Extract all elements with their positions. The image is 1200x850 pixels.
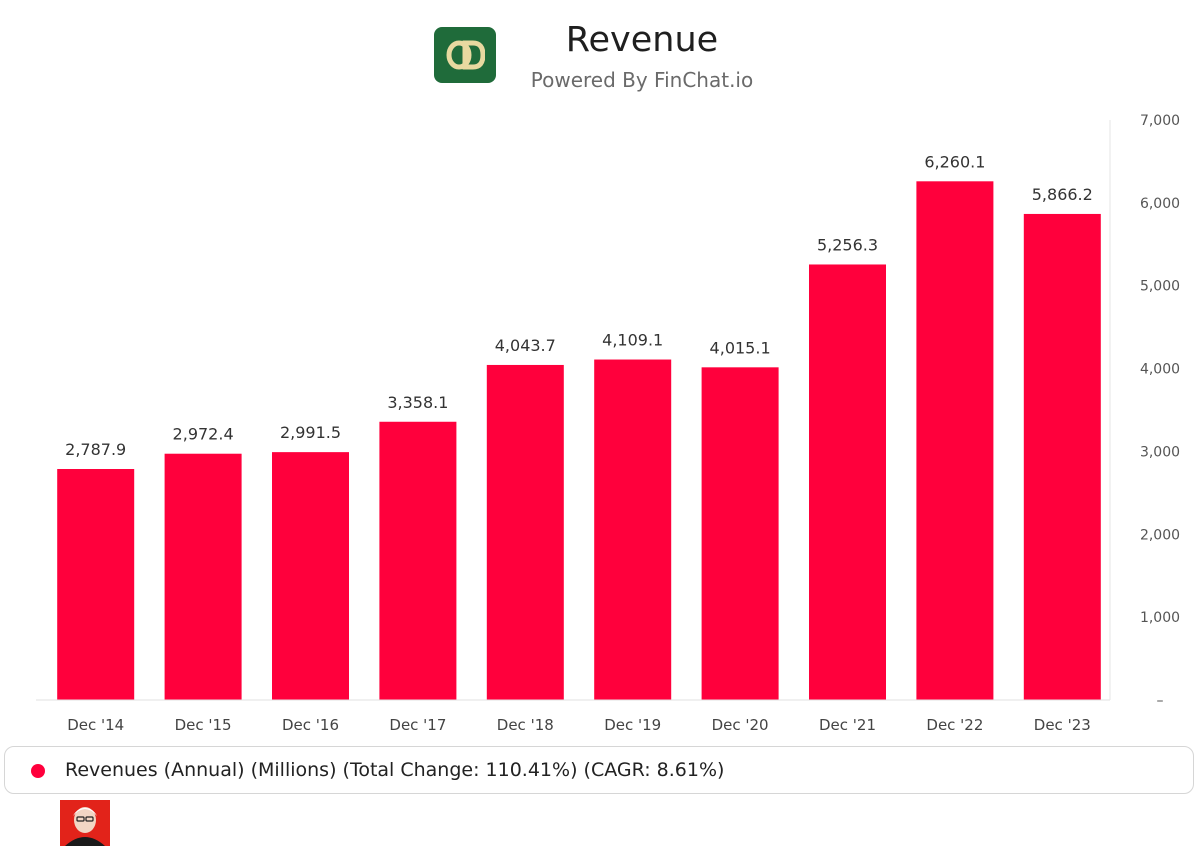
bar-value-label: 2,787.9 bbox=[65, 440, 126, 459]
bar-2[interactable] bbox=[272, 452, 349, 700]
chart-legend: Revenues (Annual) (Millions) (Total Chan… bbox=[4, 746, 1194, 794]
x-tick-label: Dec '21 bbox=[819, 716, 876, 734]
x-axis-tick-labels: Dec '14 Dec '15 Dec '16 Dec '17 Dec '18 Dec '… bbox=[67, 716, 1091, 734]
x-tick-label: Dec '15 bbox=[175, 716, 232, 734]
bar-value-label: 5,256.3 bbox=[817, 235, 878, 254]
y-tick-label: 7,000 bbox=[1140, 113, 1180, 129]
x-tick-label: Dec '23 bbox=[1034, 716, 1091, 734]
y-tick-label: 4,000 bbox=[1140, 362, 1180, 378]
bar-6[interactable] bbox=[701, 367, 779, 700]
bar-value-label: 2,991.5 bbox=[280, 423, 341, 442]
y-tick-label: 2,000 bbox=[1140, 527, 1180, 543]
y-tick-label: – bbox=[1157, 693, 1164, 709]
x-tick-label: Dec '20 bbox=[712, 716, 769, 734]
y-tick-label: 5,000 bbox=[1140, 279, 1180, 295]
x-tick-label: Dec '14 bbox=[67, 716, 124, 734]
bar-4[interactable] bbox=[486, 364, 564, 700]
bar-value-label: 5,866.2 bbox=[1032, 185, 1093, 204]
bar-3[interactable] bbox=[379, 421, 457, 700]
chart-header: Revenue Powered By FinChat.io bbox=[0, 0, 1200, 110]
bar-5[interactable] bbox=[594, 359, 672, 700]
bar-value-label: 4,109.1 bbox=[602, 331, 663, 350]
bar-0[interactable] bbox=[57, 469, 135, 700]
x-tick-label: Dec '22 bbox=[926, 716, 983, 734]
y-tick-label: 3,000 bbox=[1140, 444, 1180, 460]
chart-subtitle: Powered By FinChat.io bbox=[530, 68, 754, 92]
bar-series bbox=[57, 181, 1101, 701]
legend-swatch bbox=[31, 764, 45, 778]
x-tick-label: Dec '19 bbox=[604, 716, 661, 734]
bar-value-labels: 2,787.9 2,972.4 2,991.5 3,358.1 4,043.7 4,109… bbox=[65, 152, 1093, 459]
bar-value-label: 6,260.1 bbox=[924, 152, 985, 171]
bar-8[interactable] bbox=[916, 181, 994, 700]
chart-title: Revenue bbox=[565, 20, 719, 60]
od-monogram-logo bbox=[446, 40, 485, 70]
bar-value-label: 4,043.7 bbox=[495, 336, 556, 355]
bar-9[interactable] bbox=[1023, 213, 1101, 701]
company-logo-icon bbox=[434, 27, 496, 83]
y-tick-label: 1,000 bbox=[1140, 610, 1180, 626]
bar-chart: – 1,000 2,000 3,000 4,000 5,000 6,000 7,000 Dec… bbox=[36, 113, 1180, 734]
legend-label: Revenues (Annual) (Millions) (Total Chan… bbox=[65, 759, 725, 781]
y-tick-label: 6,000 bbox=[1140, 196, 1180, 212]
bar-1[interactable] bbox=[164, 453, 242, 700]
bar-value-label: 3,358.1 bbox=[387, 393, 448, 412]
bar-value-label: 4,015.1 bbox=[710, 338, 771, 357]
bar-7[interactable] bbox=[809, 264, 886, 700]
bar-value-label: 2,972.4 bbox=[173, 425, 234, 444]
x-tick-label: Dec '18 bbox=[497, 716, 554, 734]
investor-portrait-icon bbox=[60, 800, 110, 846]
y-axis-tick-labels: – 1,000 2,000 3,000 4,000 5,000 6,000 7,000 bbox=[1140, 113, 1180, 709]
x-tick-label: Dec '16 bbox=[282, 716, 339, 734]
x-tick-label: Dec '17 bbox=[389, 716, 446, 734]
